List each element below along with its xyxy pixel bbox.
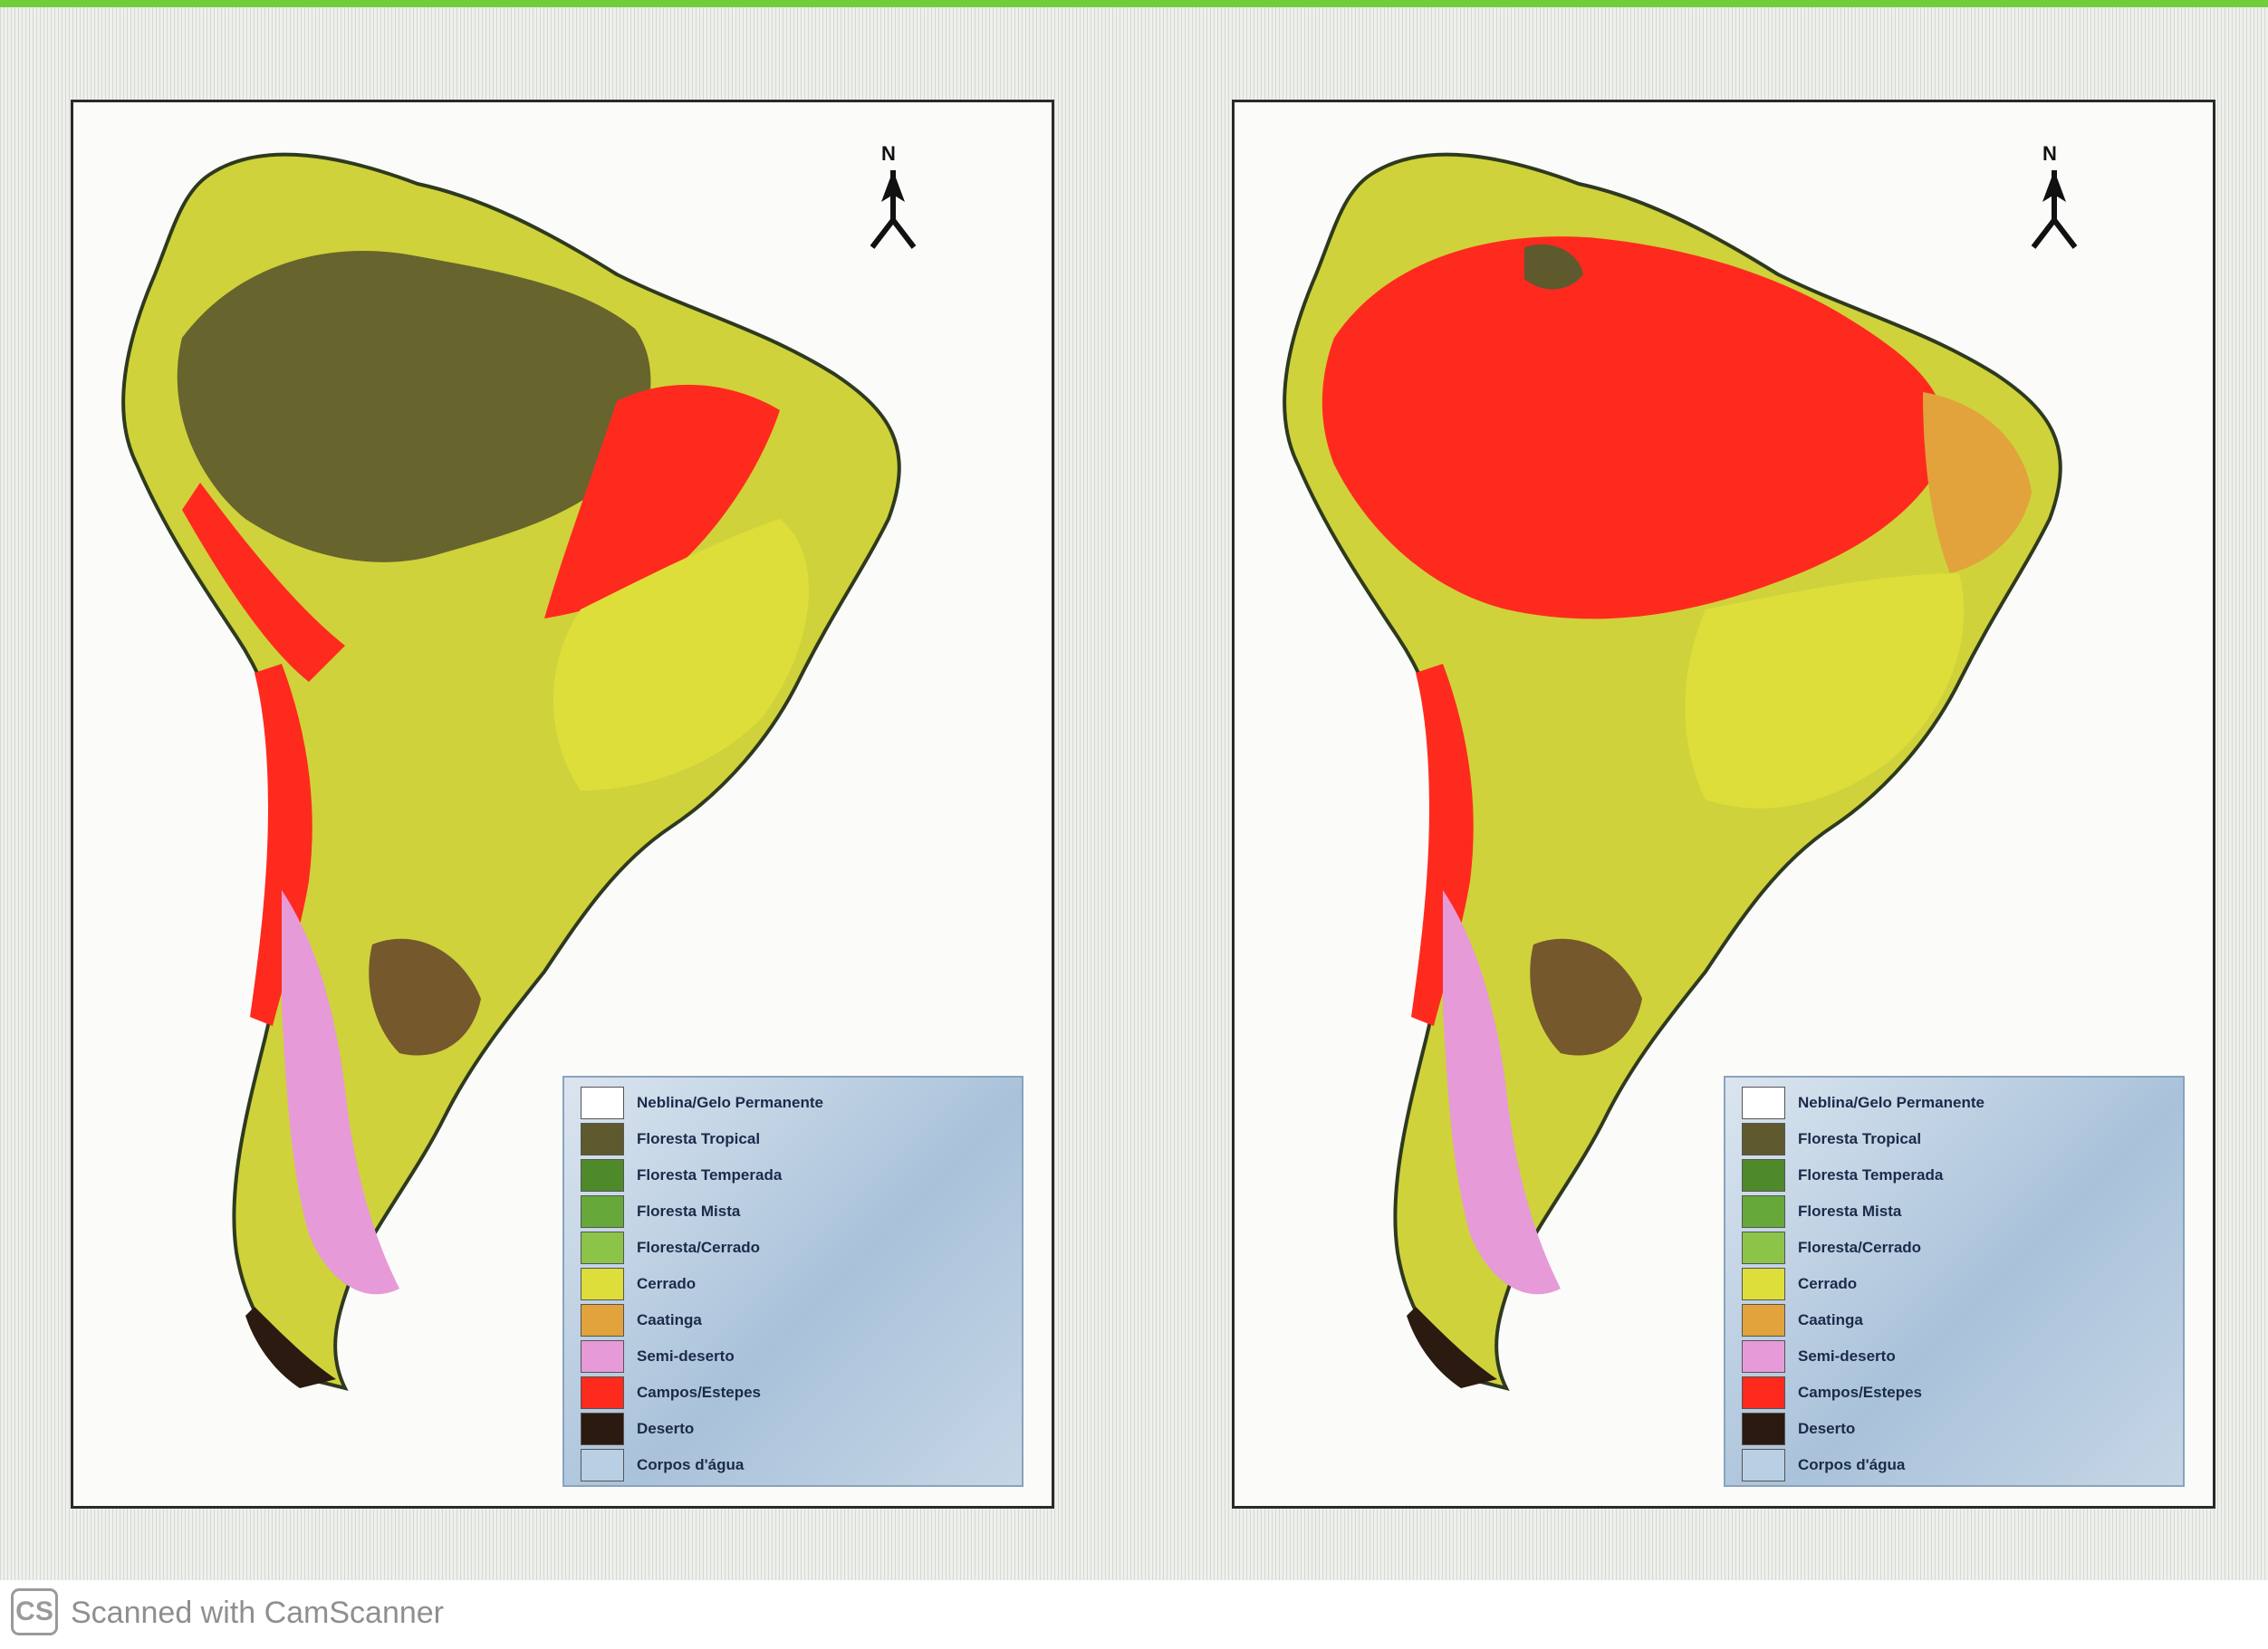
- legend-label: Floresta Tropical: [1798, 1130, 1922, 1147]
- legend-label: Semi-deserto: [1798, 1347, 1896, 1365]
- legend-item: Semi-deserto: [1742, 1340, 1896, 1373]
- legend-label: Floresta/Cerrado: [1798, 1239, 1922, 1256]
- region-south-tip: [245, 1307, 336, 1388]
- legend-swatch: [581, 1449, 624, 1481]
- map-panel-right: N Neblina/Gelo Permanente Floresta Tropi…: [1232, 100, 2215, 1509]
- north-arrow: N: [861, 142, 925, 256]
- legend-item: Campos/Estepes: [581, 1376, 761, 1409]
- legend-left: Neblina/Gelo Permanente Floresta Tropica…: [562, 1076, 1023, 1487]
- legend-label: Neblina/Gelo Permanente: [637, 1094, 823, 1111]
- region-cerrado: [1685, 573, 1965, 809]
- legend-item: Floresta/Cerrado: [1742, 1232, 1921, 1264]
- legend-item: Neblina/Gelo Permanente: [1742, 1087, 1985, 1119]
- legend-swatch: [1742, 1159, 1785, 1192]
- legend-label: Deserto: [1798, 1420, 1856, 1437]
- legend-label: Floresta Temperada: [1798, 1166, 1944, 1184]
- legend-swatch: [581, 1195, 624, 1228]
- legend-label: Floresta Tropical: [637, 1130, 761, 1147]
- legend-item: Deserto: [581, 1413, 694, 1445]
- camscanner-logo-icon: CS: [11, 1588, 58, 1635]
- legend-item: Deserto: [1742, 1413, 1855, 1445]
- region-pampas-dark: [1530, 938, 1642, 1056]
- legend-label: Floresta/Cerrado: [637, 1239, 761, 1256]
- legend-label: Corpos d'água: [637, 1456, 745, 1473]
- legend-item: Floresta Tropical: [581, 1123, 760, 1155]
- region-tropical-forest: [1524, 244, 1583, 290]
- legend-right: Neblina/Gelo Permanente Floresta Tropica…: [1724, 1076, 2185, 1487]
- legend-item: Neblina/Gelo Permanente: [581, 1087, 823, 1119]
- legend-label: Floresta Temperada: [637, 1166, 783, 1184]
- legend-label: Campos/Estepes: [1798, 1384, 1922, 1401]
- north-arrow-icon: [870, 170, 917, 249]
- map-panel-left: N Neblina/Gelo Permanente Floresta Tropi…: [71, 100, 1054, 1509]
- region-campos-north: [1321, 236, 1946, 619]
- legend-swatch: [1742, 1340, 1785, 1373]
- legend-swatch: [581, 1268, 624, 1300]
- legend-label: Campos/Estepes: [637, 1384, 761, 1401]
- legend-swatch: [1742, 1087, 1785, 1119]
- legend-swatch: [581, 1376, 624, 1409]
- legend-swatch: [1742, 1413, 1785, 1445]
- legend-swatch: [581, 1304, 624, 1337]
- legend-label: Caatinga: [1798, 1311, 1863, 1328]
- legend-label: Deserto: [637, 1420, 695, 1437]
- legend-swatch: [581, 1413, 624, 1445]
- legend-label: Corpos d'água: [1798, 1456, 1906, 1473]
- legend-label: Floresta Mista: [1798, 1203, 1902, 1220]
- vegetation-map-left: [121, 152, 901, 1391]
- legend-item: Caatinga: [1742, 1304, 1863, 1337]
- legend-item: Cerrado: [1742, 1268, 1857, 1300]
- region-south-tip: [1407, 1307, 1497, 1388]
- scanner-footer: [0, 1580, 2268, 1649]
- north-arrow-icon: [2031, 170, 2078, 249]
- legend-swatch: [1742, 1123, 1785, 1155]
- legend-item: Caatinga: [581, 1304, 702, 1337]
- region-campos-west: [182, 483, 345, 682]
- legend-swatch: [581, 1159, 624, 1192]
- legend-swatch: [581, 1340, 624, 1373]
- legend-item: Floresta Mista: [1742, 1195, 1901, 1228]
- legend-item: Floresta Tropical: [1742, 1123, 1921, 1155]
- region-pampas-dark: [369, 938, 481, 1056]
- region-semidesert-south: [1443, 890, 1561, 1295]
- vegetation-map-right: [1283, 152, 2062, 1391]
- legend-label: Cerrado: [637, 1275, 697, 1292]
- north-letter: N: [2042, 142, 2057, 165]
- top-edge-bar: [0, 0, 2268, 7]
- legend-item: Corpos d'água: [581, 1449, 744, 1481]
- legend-label: Semi-deserto: [637, 1347, 735, 1365]
- region-cerrado: [553, 519, 810, 791]
- legend-swatch: [581, 1123, 624, 1155]
- legend-swatch: [1742, 1449, 1785, 1481]
- legend-item: Semi-deserto: [581, 1340, 735, 1373]
- region-caatinga: [1923, 392, 2032, 573]
- legend-item: Campos/Estepes: [1742, 1376, 1922, 1409]
- legend-item: Cerrado: [581, 1268, 696, 1300]
- legend-swatch: [1742, 1232, 1785, 1264]
- region-semidesert-south: [282, 890, 399, 1295]
- legend-swatch: [581, 1232, 624, 1264]
- region-campos-east: [544, 384, 780, 618]
- north-arrow: N: [2023, 142, 2086, 256]
- legend-label: Cerrado: [1798, 1275, 1858, 1292]
- legend-swatch: [1742, 1376, 1785, 1409]
- legend-label: Floresta Mista: [637, 1203, 741, 1220]
- legend-item: Floresta Mista: [581, 1195, 740, 1228]
- camscanner-watermark-text: Scanned with CamScanner: [71, 1596, 445, 1630]
- legend-swatch: [1742, 1268, 1785, 1300]
- legend-item: Floresta Temperada: [1742, 1159, 1943, 1192]
- legend-label: Neblina/Gelo Permanente: [1798, 1094, 1985, 1111]
- north-letter: N: [881, 142, 896, 165]
- legend-swatch: [1742, 1195, 1785, 1228]
- legend-swatch: [1742, 1304, 1785, 1337]
- legend-swatch: [581, 1087, 624, 1119]
- legend-item: Corpos d'água: [1742, 1449, 1905, 1481]
- legend-label: Caatinga: [637, 1311, 702, 1328]
- legend-item: Floresta/Cerrado: [581, 1232, 760, 1264]
- region-tropical-forest: [177, 251, 651, 562]
- legend-item: Floresta Temperada: [581, 1159, 782, 1192]
